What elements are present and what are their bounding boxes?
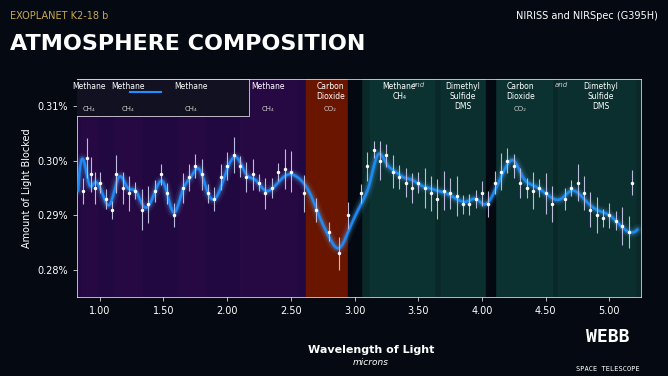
Bar: [486, 79, 495, 297]
Y-axis label: Amount of Light Blocked: Amount of Light Blocked: [21, 128, 31, 248]
Text: Methane
CH₄: Methane CH₄: [383, 82, 416, 101]
Text: CO₂: CO₂: [324, 106, 337, 112]
Bar: [179, 79, 204, 297]
Bar: [355, 79, 641, 297]
Text: and: and: [554, 82, 568, 88]
Text: Methane: Methane: [111, 82, 144, 91]
Bar: [442, 79, 484, 297]
Text: Best-fit Model: Best-fit Model: [164, 88, 222, 97]
Bar: [306, 79, 355, 297]
Bar: [81, 79, 97, 297]
Text: Dimethyl
Sulfide
DMS: Dimethyl Sulfide DMS: [583, 82, 618, 112]
Text: Methane: Methane: [72, 82, 106, 91]
Bar: [370, 79, 434, 297]
Text: CH₄: CH₄: [122, 106, 134, 112]
Bar: [348, 79, 361, 297]
Text: CH₄: CH₄: [262, 106, 275, 112]
Text: CO₂: CO₂: [514, 106, 527, 112]
Text: Methane: Methane: [175, 82, 208, 91]
Text: Methane: Methane: [251, 82, 285, 91]
Text: CH₄: CH₄: [83, 106, 96, 112]
Text: CH₄: CH₄: [185, 106, 198, 112]
Text: Wavelength of Light: Wavelength of Light: [307, 346, 434, 355]
Bar: [495, 79, 552, 297]
Text: Dimethyl
Sulfide
DMS: Dimethyl Sulfide DMS: [446, 82, 480, 112]
FancyBboxPatch shape: [74, 79, 249, 116]
Text: NIRISS and NIRSpec (G395H): NIRISS and NIRSpec (G395H): [516, 11, 658, 21]
Text: and: and: [411, 82, 425, 88]
Bar: [77, 79, 348, 297]
Bar: [240, 79, 297, 297]
Text: SPACE TELESCOPE: SPACE TELESCOPE: [576, 366, 640, 372]
Text: Carbon
Dioxide: Carbon Dioxide: [316, 82, 345, 101]
Text: ◆ Data: ◆ Data: [88, 88, 118, 97]
Text: WEBB: WEBB: [586, 328, 630, 346]
Text: Carbon
Dioxide: Carbon Dioxide: [506, 82, 534, 101]
Bar: [115, 79, 140, 297]
Text: microns: microns: [353, 358, 389, 367]
Text: EXOPLANET K2-18 b: EXOPLANET K2-18 b: [10, 11, 108, 21]
Bar: [558, 79, 635, 297]
Text: ATMOSPHERE COMPOSITION: ATMOSPHERE COMPOSITION: [10, 34, 365, 54]
